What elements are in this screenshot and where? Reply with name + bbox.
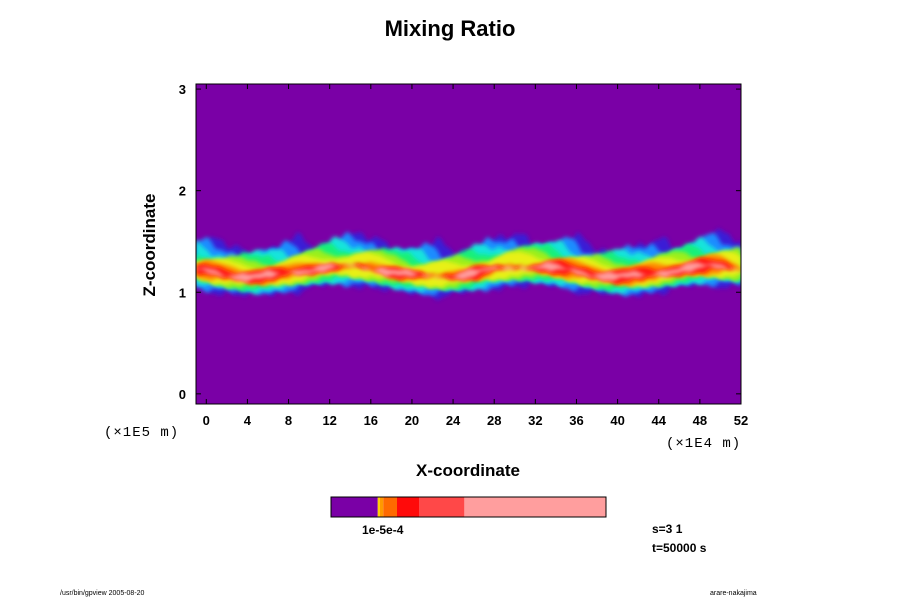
y-tick-label: 1 (179, 285, 186, 300)
x-tick-label: 36 (569, 413, 583, 428)
chart-title: Mixing Ratio (384, 16, 516, 41)
x-tick-label: 8 (285, 413, 292, 428)
colorbar-segment (331, 497, 378, 517)
footer-right: arare-nakajima (710, 590, 757, 597)
x-tick-label: 24 (446, 413, 461, 428)
plot-frame (195, 83, 742, 405)
colorbar-segment (377, 497, 380, 517)
y-tick-label: 0 (179, 387, 186, 402)
x-tick-label: 40 (610, 413, 624, 428)
y-unit-label: (×1E5 m) (104, 425, 180, 441)
info-step: s=3 1 (652, 522, 683, 536)
x-tick-label: 44 (652, 413, 667, 428)
colorbar-segment (419, 497, 465, 517)
x-tick-label: 28 (487, 413, 501, 428)
x-tick-label: 0 (203, 413, 210, 428)
colorbar-segment (397, 497, 419, 517)
info-time: t=50000 s (652, 541, 707, 555)
x-axis-label: X-coordinate (416, 461, 520, 480)
x-tick-label: 48 (693, 413, 707, 428)
colorbar-segment (379, 497, 384, 517)
colorbar-label: 1e-5e-4 (362, 523, 404, 537)
footer-left: /usr/bin/gpview 2005-08-20 (60, 590, 145, 597)
y-tick-label: 3 (179, 82, 186, 97)
x-tick-label: 4 (244, 413, 252, 428)
x-tick-label: 20 (405, 413, 419, 428)
x-tick-label: 32 (528, 413, 542, 428)
x-tick-label: 52 (734, 413, 748, 428)
x-unit-label: (×1E4 m) (666, 436, 742, 452)
y-axis-label: Z-coordinate (140, 193, 159, 297)
colorbar-segment (383, 497, 397, 517)
x-tick-label: 12 (322, 413, 336, 428)
y-tick-label: 2 (179, 184, 186, 199)
x-tick-label: 16 (364, 413, 378, 428)
mixing-ratio-band (196, 261, 741, 283)
colorbar-segment (464, 497, 606, 517)
colorbar-frame (330, 496, 607, 518)
